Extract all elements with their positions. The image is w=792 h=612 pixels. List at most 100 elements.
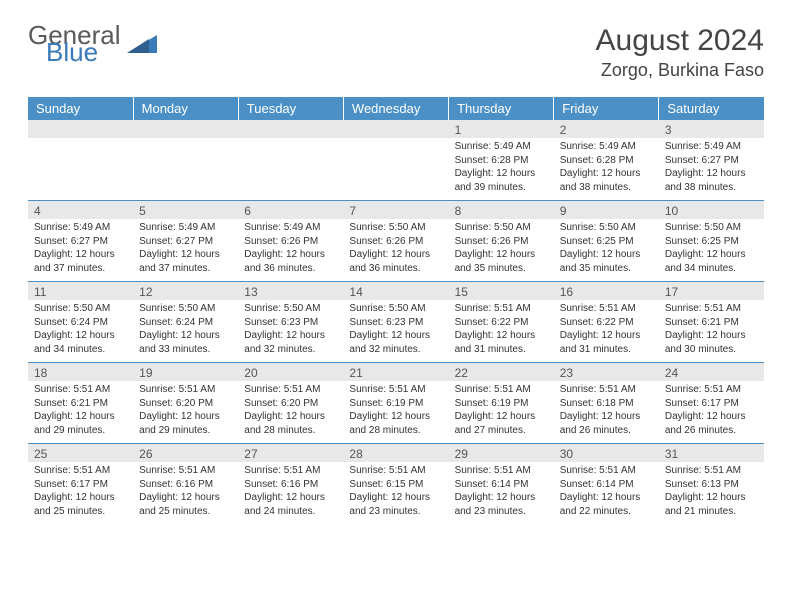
sunset-text: Sunset: 6:27 PM [34, 235, 127, 249]
calendar-day-cell: 5Sunrise: 5:49 AMSunset: 6:27 PMDaylight… [133, 201, 238, 282]
daylight-text: Daylight: 12 hours and 27 minutes. [455, 410, 548, 437]
sunrise-text: Sunrise: 5:51 AM [34, 464, 127, 478]
day-body [343, 138, 448, 194]
day-body: Sunrise: 5:49 AMSunset: 6:27 PMDaylight:… [659, 138, 764, 200]
day-number: 18 [28, 363, 133, 381]
sunset-text: Sunset: 6:28 PM [560, 154, 653, 168]
day-body: Sunrise: 5:51 AMSunset: 6:18 PMDaylight:… [554, 381, 659, 443]
calendar-day-cell: 26Sunrise: 5:51 AMSunset: 6:16 PMDayligh… [133, 444, 238, 525]
day-body: Sunrise: 5:51 AMSunset: 6:21 PMDaylight:… [659, 300, 764, 362]
sunrise-text: Sunrise: 5:49 AM [455, 140, 548, 154]
day-number: 9 [554, 201, 659, 219]
sunrise-text: Sunrise: 5:51 AM [349, 464, 442, 478]
daylight-text: Daylight: 12 hours and 36 minutes. [349, 248, 442, 275]
daylight-text: Daylight: 12 hours and 31 minutes. [455, 329, 548, 356]
daylight-text: Daylight: 12 hours and 34 minutes. [665, 248, 758, 275]
sunset-text: Sunset: 6:15 PM [349, 478, 442, 492]
sunrise-text: Sunrise: 5:51 AM [455, 383, 548, 397]
sunset-text: Sunset: 6:21 PM [665, 316, 758, 330]
day-body: Sunrise: 5:50 AMSunset: 6:24 PMDaylight:… [28, 300, 133, 362]
calendar-day-cell: 25Sunrise: 5:51 AMSunset: 6:17 PMDayligh… [28, 444, 133, 525]
day-number: 23 [554, 363, 659, 381]
sunset-text: Sunset: 6:19 PM [455, 397, 548, 411]
day-body: Sunrise: 5:49 AMSunset: 6:26 PMDaylight:… [238, 219, 343, 281]
calendar-day-cell [238, 120, 343, 201]
calendar-day-cell: 31Sunrise: 5:51 AMSunset: 6:13 PMDayligh… [659, 444, 764, 525]
daylight-text: Daylight: 12 hours and 34 minutes. [34, 329, 127, 356]
day-body: Sunrise: 5:49 AMSunset: 6:28 PMDaylight:… [554, 138, 659, 200]
day-body: Sunrise: 5:51 AMSunset: 6:22 PMDaylight:… [449, 300, 554, 362]
day-number: 24 [659, 363, 764, 381]
day-number: 3 [659, 120, 764, 138]
day-body: Sunrise: 5:51 AMSunset: 6:22 PMDaylight:… [554, 300, 659, 362]
day-body: Sunrise: 5:51 AMSunset: 6:19 PMDaylight:… [343, 381, 448, 443]
daylight-text: Daylight: 12 hours and 25 minutes. [139, 491, 232, 518]
day-number: 25 [28, 444, 133, 462]
sunset-text: Sunset: 6:14 PM [455, 478, 548, 492]
day-number: 21 [343, 363, 448, 381]
day-number: 30 [554, 444, 659, 462]
calendar-day-cell: 12Sunrise: 5:50 AMSunset: 6:24 PMDayligh… [133, 282, 238, 363]
sunrise-text: Sunrise: 5:51 AM [139, 383, 232, 397]
sunset-text: Sunset: 6:27 PM [665, 154, 758, 168]
day-number: 26 [133, 444, 238, 462]
sunset-text: Sunset: 6:21 PM [34, 397, 127, 411]
day-body: Sunrise: 5:51 AMSunset: 6:20 PMDaylight:… [133, 381, 238, 443]
daylight-text: Daylight: 12 hours and 32 minutes. [349, 329, 442, 356]
calendar-day-cell: 19Sunrise: 5:51 AMSunset: 6:20 PMDayligh… [133, 363, 238, 444]
sunset-text: Sunset: 6:25 PM [665, 235, 758, 249]
day-number [343, 120, 448, 138]
daylight-text: Daylight: 12 hours and 38 minutes. [560, 167, 653, 194]
sunrise-text: Sunrise: 5:50 AM [349, 302, 442, 316]
day-body: Sunrise: 5:51 AMSunset: 6:16 PMDaylight:… [133, 462, 238, 524]
day-number: 20 [238, 363, 343, 381]
day-body: Sunrise: 5:50 AMSunset: 6:25 PMDaylight:… [554, 219, 659, 281]
sunset-text: Sunset: 6:20 PM [139, 397, 232, 411]
day-body: Sunrise: 5:51 AMSunset: 6:14 PMDaylight:… [554, 462, 659, 524]
weekday-header: Monday [133, 97, 238, 120]
daylight-text: Daylight: 12 hours and 23 minutes. [455, 491, 548, 518]
daylight-text: Daylight: 12 hours and 35 minutes. [560, 248, 653, 275]
day-number: 19 [133, 363, 238, 381]
day-body: Sunrise: 5:51 AMSunset: 6:16 PMDaylight:… [238, 462, 343, 524]
sunrise-text: Sunrise: 5:49 AM [139, 221, 232, 235]
day-body: Sunrise: 5:50 AMSunset: 6:25 PMDaylight:… [659, 219, 764, 281]
day-body: Sunrise: 5:49 AMSunset: 6:27 PMDaylight:… [28, 219, 133, 281]
page-header: General Blue August 2024 Zorgo, Burkina … [28, 24, 764, 81]
triangle-icon [127, 29, 157, 60]
calendar-day-cell: 23Sunrise: 5:51 AMSunset: 6:18 PMDayligh… [554, 363, 659, 444]
sunset-text: Sunset: 6:13 PM [665, 478, 758, 492]
day-number: 5 [133, 201, 238, 219]
calendar-day-cell: 16Sunrise: 5:51 AMSunset: 6:22 PMDayligh… [554, 282, 659, 363]
daylight-text: Daylight: 12 hours and 31 minutes. [560, 329, 653, 356]
calendar-day-cell: 24Sunrise: 5:51 AMSunset: 6:17 PMDayligh… [659, 363, 764, 444]
day-body: Sunrise: 5:51 AMSunset: 6:14 PMDaylight:… [449, 462, 554, 524]
day-number: 14 [343, 282, 448, 300]
sunrise-text: Sunrise: 5:50 AM [349, 221, 442, 235]
calendar-day-cell: 17Sunrise: 5:51 AMSunset: 6:21 PMDayligh… [659, 282, 764, 363]
sunset-text: Sunset: 6:26 PM [455, 235, 548, 249]
calendar-day-cell: 1Sunrise: 5:49 AMSunset: 6:28 PMDaylight… [449, 120, 554, 201]
day-number: 27 [238, 444, 343, 462]
sunrise-text: Sunrise: 5:51 AM [560, 383, 653, 397]
sunset-text: Sunset: 6:19 PM [349, 397, 442, 411]
calendar-day-cell: 30Sunrise: 5:51 AMSunset: 6:14 PMDayligh… [554, 444, 659, 525]
day-number: 31 [659, 444, 764, 462]
day-body: Sunrise: 5:50 AMSunset: 6:23 PMDaylight:… [238, 300, 343, 362]
day-body: Sunrise: 5:50 AMSunset: 6:23 PMDaylight:… [343, 300, 448, 362]
sunset-text: Sunset: 6:20 PM [244, 397, 337, 411]
weekday-header: Thursday [449, 97, 554, 120]
daylight-text: Daylight: 12 hours and 39 minutes. [455, 167, 548, 194]
daylight-text: Daylight: 12 hours and 22 minutes. [560, 491, 653, 518]
sunset-text: Sunset: 6:26 PM [244, 235, 337, 249]
sunset-text: Sunset: 6:26 PM [349, 235, 442, 249]
daylight-text: Daylight: 12 hours and 32 minutes. [244, 329, 337, 356]
calendar-day-cell: 7Sunrise: 5:50 AMSunset: 6:26 PMDaylight… [343, 201, 448, 282]
day-number [238, 120, 343, 138]
day-number: 1 [449, 120, 554, 138]
day-body: Sunrise: 5:51 AMSunset: 6:20 PMDaylight:… [238, 381, 343, 443]
logo: General Blue [28, 24, 157, 65]
calendar-day-cell: 27Sunrise: 5:51 AMSunset: 6:16 PMDayligh… [238, 444, 343, 525]
calendar-day-cell: 15Sunrise: 5:51 AMSunset: 6:22 PMDayligh… [449, 282, 554, 363]
sunrise-text: Sunrise: 5:49 AM [244, 221, 337, 235]
